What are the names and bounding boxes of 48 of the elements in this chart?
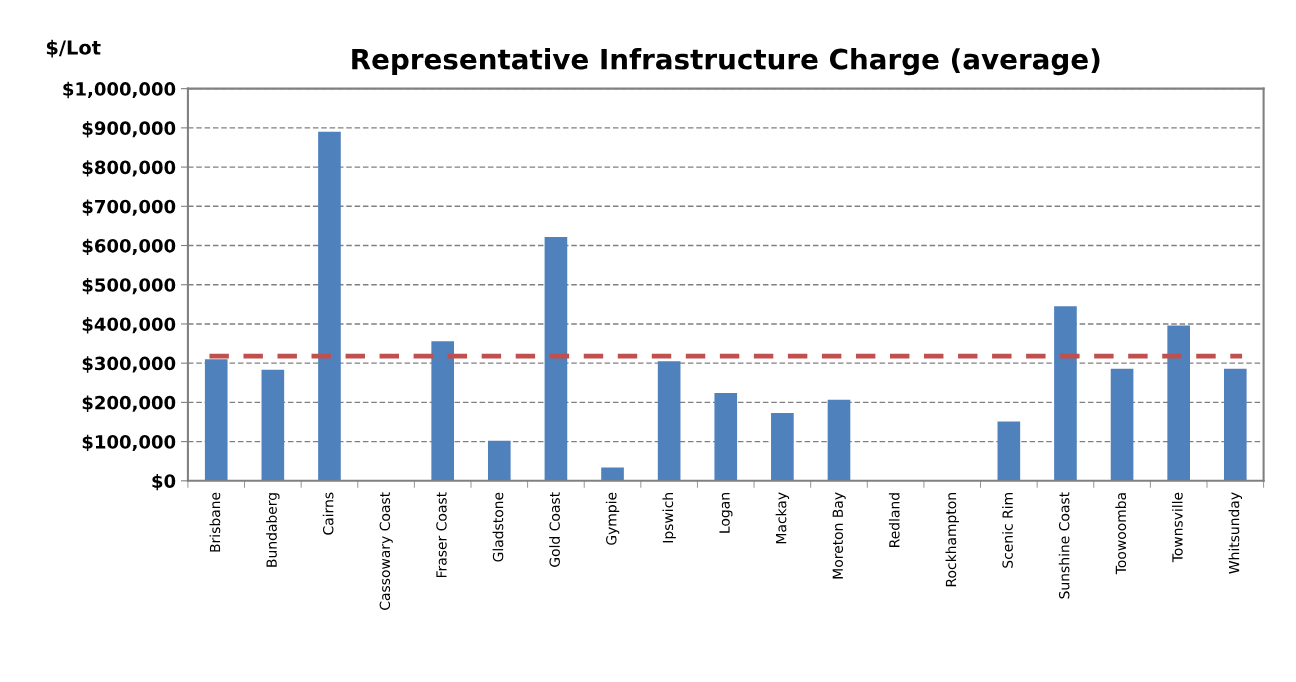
x-tick-label: Toowoomba [1115, 493, 1127, 575]
bar [714, 392, 738, 481]
y-tick-label: $400,000 [82, 317, 176, 334]
x-tick-label: Gympie [605, 492, 620, 545]
x-tick-label: Moreton Bay [832, 492, 846, 579]
x-tick-label: Redland [888, 493, 900, 547]
y-tick-label: $200,000 [82, 395, 176, 412]
x-tick-label: Cassowary Coast [379, 492, 393, 610]
bar [601, 467, 624, 481]
y-tick-label: $800,000 [82, 160, 176, 177]
x-tick-label: Rockhampton [945, 493, 959, 587]
bar [544, 236, 568, 481]
x-tick-label: Sunshine Coast [1058, 492, 1070, 599]
y-tick-label: $100,000 [82, 434, 176, 452]
bar [261, 369, 285, 481]
bar [204, 359, 228, 481]
x-tick-label: Townsville [1171, 492, 1183, 563]
bar [771, 412, 794, 481]
bar [431, 341, 455, 481]
x-tick-label: Bundaberg [266, 493, 280, 567]
y-axis-title: $/Lot [46, 39, 101, 58]
x-tick-label: Mackay [775, 492, 790, 544]
bar [1223, 368, 1247, 481]
bar [997, 421, 1021, 481]
x-tick-label: Ipswich [662, 493, 676, 543]
x-tick-label: Brisbane [209, 492, 221, 552]
y-tick-label: $600,000 [82, 238, 176, 256]
bar [1167, 325, 1190, 481]
y-tick-label: $500,000 [82, 277, 176, 295]
x-tick-label: Logan [719, 493, 733, 533]
x-tick-label: Scenic Rim [1002, 493, 1013, 568]
x-tick-label: Whitsunday [1228, 492, 1243, 574]
y-tick-label: $0 [152, 473, 176, 491]
bar [318, 131, 341, 481]
x-tick-label: Fraser Coast [436, 492, 447, 578]
bar [1054, 306, 1077, 481]
x-tick-label: Cairns [322, 492, 334, 535]
x-tick-label: Gladstone [492, 492, 504, 562]
y-tick-label: $1,000,000 [63, 81, 176, 99]
chart-title: Representative Infrastructure Charge (average) [352, 48, 1100, 76]
bar [1110, 368, 1134, 481]
y-tick-label: $300,000 [82, 356, 176, 373]
bar [487, 440, 511, 481]
bar [657, 361, 681, 481]
y-tick-label: $900,000 [82, 121, 176, 138]
y-tick-label: $700,000 [82, 199, 176, 216]
x-tick-label: Gold Coast [549, 492, 560, 567]
bar [827, 399, 851, 481]
